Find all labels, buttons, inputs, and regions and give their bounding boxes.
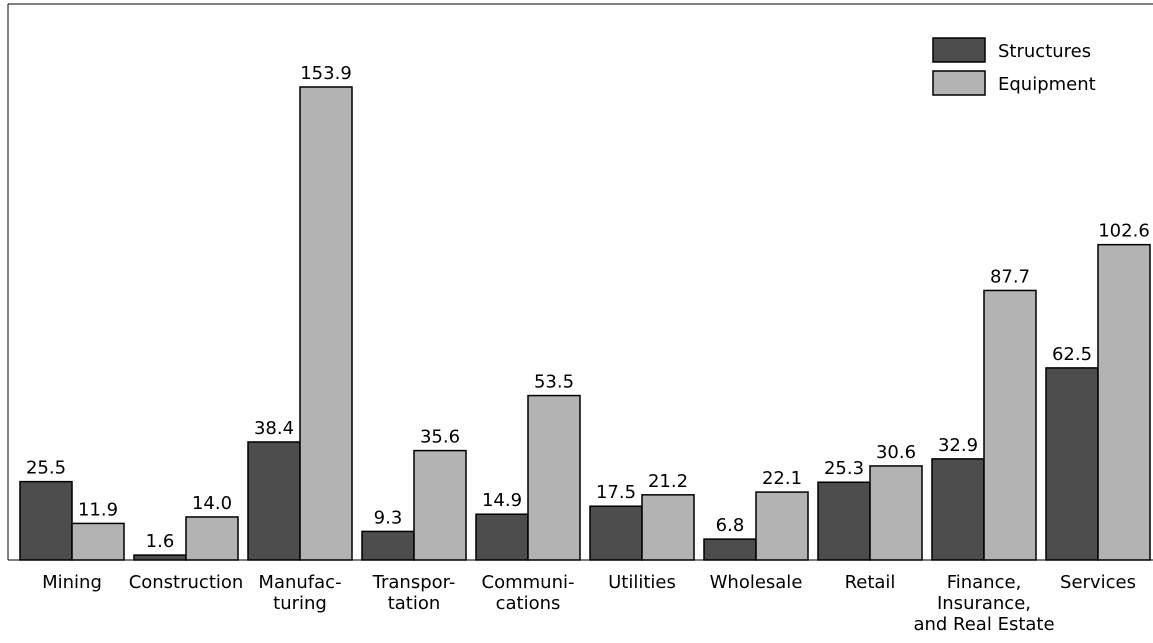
bar <box>703 538 757 561</box>
bar <box>71 522 125 561</box>
x-tick-label: Transpor- tation <box>372 572 456 614</box>
x-tick-label: Wholesale <box>709 572 803 593</box>
bar <box>413 449 467 561</box>
value-label: 11.9 <box>78 499 118 520</box>
x-tick-label: Services <box>1060 572 1136 593</box>
x-tick-label: Retail <box>844 572 896 593</box>
bar <box>527 394 581 561</box>
value-label: 32.9 <box>938 435 978 456</box>
bar <box>869 465 923 561</box>
bar <box>1045 367 1099 561</box>
bar <box>983 289 1037 561</box>
bar <box>361 530 415 561</box>
x-tick-label: Communi- cations <box>481 572 575 614</box>
bar <box>817 481 871 561</box>
legend-label: Equipment <box>998 74 1096 95</box>
legend-swatch <box>932 70 986 96</box>
value-label: 25.5 <box>26 458 66 479</box>
bar <box>589 505 643 561</box>
x-tick-label: Utilities <box>608 572 676 593</box>
value-label: 22.1 <box>762 468 802 489</box>
bar <box>19 480 73 561</box>
bar <box>641 494 695 561</box>
value-label: 6.8 <box>716 515 745 536</box>
bar <box>299 86 353 561</box>
value-label: 17.5 <box>596 482 636 503</box>
x-tick-label: Manufac- turing <box>258 572 342 614</box>
value-label: 153.9 <box>300 63 352 84</box>
value-label: 14.9 <box>482 490 522 511</box>
bar <box>755 491 809 561</box>
bar <box>185 516 239 561</box>
bar <box>133 554 187 561</box>
x-tick-label: Finance, Insurance, and Real Estate <box>913 572 1055 635</box>
value-label: 1.6 <box>146 531 175 552</box>
value-label: 9.3 <box>374 507 403 528</box>
bar <box>475 513 529 561</box>
value-label: 38.4 <box>254 418 294 439</box>
bar <box>1097 243 1151 561</box>
value-label: 87.7 <box>990 266 1030 287</box>
value-label: 62.5 <box>1052 344 1092 365</box>
legend-label: Structures <box>998 41 1091 62</box>
bar <box>247 441 301 561</box>
legend-swatch <box>932 37 986 63</box>
value-label: 21.2 <box>648 471 688 492</box>
value-label: 35.6 <box>420 427 460 448</box>
value-label: 102.6 <box>1098 221 1150 242</box>
x-tick-label: Mining <box>42 572 102 593</box>
value-label: 14.0 <box>192 493 232 514</box>
value-label: 30.6 <box>876 442 916 463</box>
value-label: 25.3 <box>824 458 864 479</box>
x-tick-label: Construction <box>128 572 244 593</box>
bar <box>931 458 985 561</box>
value-label: 53.5 <box>534 372 574 393</box>
